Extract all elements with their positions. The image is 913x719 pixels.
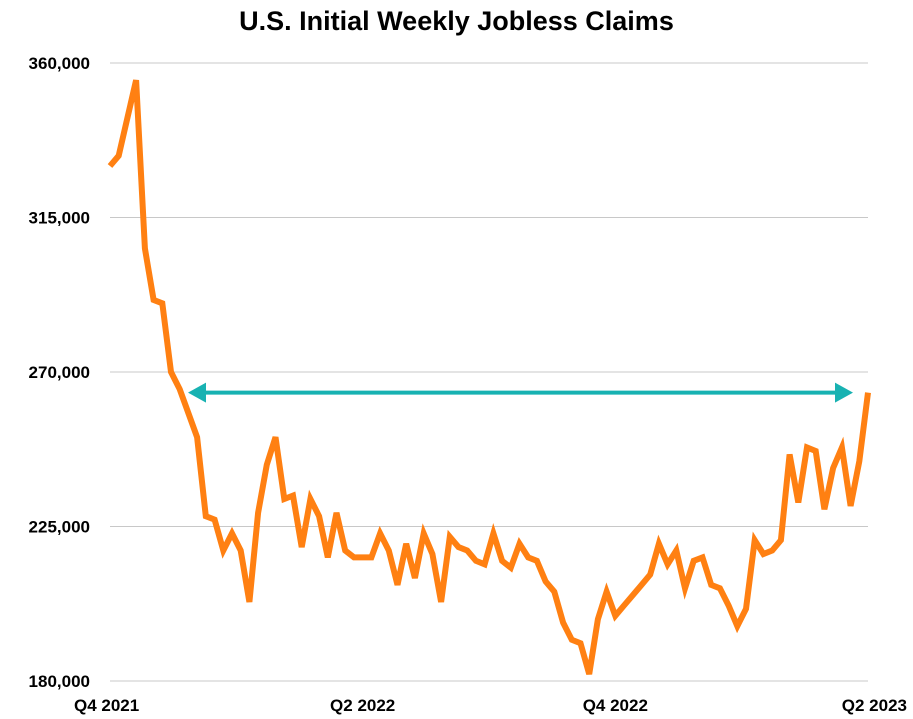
x-tick-label: Q2 2022 (330, 696, 395, 715)
y-tick-label: 315,000 (29, 209, 90, 228)
x-tick-label: Q4 2022 (583, 696, 648, 715)
series-layer (107, 79, 871, 675)
grid-lines (110, 62, 868, 682)
arrow-head-right (835, 382, 853, 403)
x-tick-label: Q4 2021 (74, 696, 139, 715)
series-line (107, 79, 871, 675)
y-tick-label: 225,000 (29, 518, 90, 537)
y-axis-ticks: 360,000 315,000 270,000 225,000 180,000 (29, 54, 90, 691)
x-tick-label: Q2 2023 (842, 696, 907, 715)
y-tick-label: 360,000 (29, 54, 90, 73)
arrow-head-left (188, 382, 206, 403)
y-tick-label: 270,000 (29, 363, 90, 382)
y-tick-label: 180,000 (29, 672, 90, 691)
annotation-layer (188, 382, 853, 403)
chart-title: U.S. Initial Weekly Jobless Claims (239, 6, 674, 36)
x-axis-ticks: Q4 2021 Q2 2022 Q4 2022 Q2 2023 (74, 696, 907, 715)
